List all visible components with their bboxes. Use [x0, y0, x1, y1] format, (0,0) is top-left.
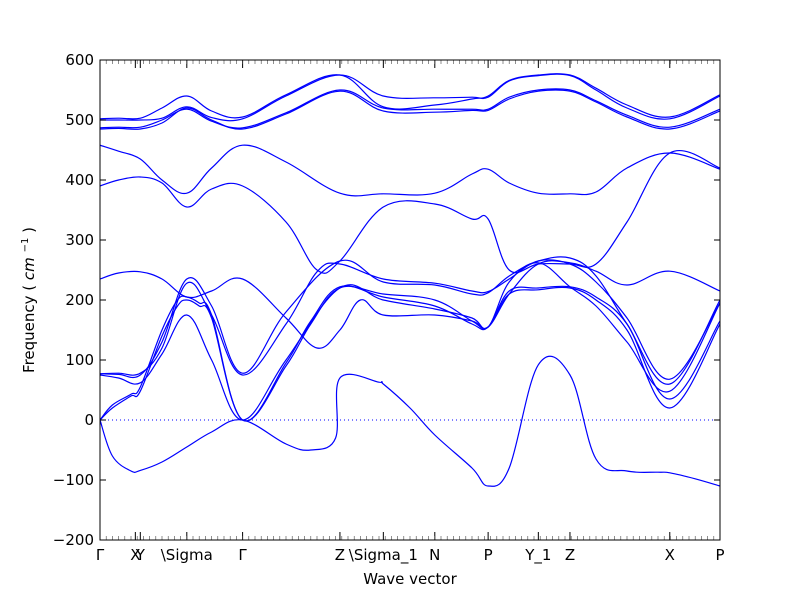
- y-tick-label: 100: [65, 351, 94, 369]
- x-tick-label-10: Y_1: [524, 546, 551, 565]
- y-tick-label: 200: [65, 291, 94, 309]
- x-tick-label-9: P: [484, 546, 493, 564]
- band-line-1: [100, 355, 720, 487]
- plot-frame: [99, 59, 721, 541]
- band-line-4: [100, 262, 720, 421]
- x-tick-label-11: Z: [565, 546, 575, 564]
- y-tick-label: −200: [53, 531, 94, 549]
- x-tick-label-1: Γ: [96, 546, 105, 564]
- y-axis-label-exp: −1: [20, 238, 31, 253]
- band-line-5: [100, 256, 720, 385]
- y-axis-label-paren-open: (: [20, 285, 38, 291]
- y-tick-label: 600: [65, 51, 94, 69]
- x-tick-label-7: \Sigma_1: [349, 546, 418, 565]
- band-line-13: [100, 73, 720, 120]
- band-line-7: [100, 260, 720, 349]
- band-line-2: [100, 285, 720, 422]
- band-line-6: [100, 259, 720, 380]
- band-line-10: [100, 89, 720, 130]
- band-line-3: [100, 285, 720, 422]
- band-line-8: [100, 150, 720, 274]
- band-line-9: [100, 144, 720, 197]
- x-tick-label-2: X: [130, 546, 140, 564]
- x-tick-label-12: X: [665, 546, 675, 564]
- y-axis-label-unit: cm: [20, 257, 38, 280]
- y-ticks-layer: −200 −100 0 100 200 300 400 500 600: [53, 51, 720, 549]
- x-tick-label-8: N: [429, 546, 440, 564]
- y-tick-label: 400: [65, 171, 94, 189]
- x-tick-label-4: \Sigma: [161, 546, 213, 564]
- x-axis-label: Wave vector: [363, 570, 457, 588]
- y-axis-label: Frequency ( cm −1 ): [14, 227, 38, 373]
- y-tick-label: 300: [65, 231, 94, 249]
- y-axis-label-paren-close: ): [20, 227, 38, 233]
- y-tick-label: −100: [53, 471, 94, 489]
- x-ticks-layer: Γ XY \Sigma Γ Z \Sigma_1 N P Y_1 Z X P: [96, 60, 725, 565]
- x-tick-label-13: P: [715, 546, 724, 564]
- band-line-11: [100, 88, 720, 129]
- band-line-12: [100, 73, 720, 122]
- x-tick-label-6: Z: [335, 546, 345, 564]
- y-tick-label: 500: [65, 111, 94, 129]
- x-tick-label-5: Γ: [238, 546, 247, 564]
- series-layer: [100, 73, 720, 487]
- x-tick-label-3: Y: [135, 546, 146, 564]
- y-tick-label: 0: [84, 411, 94, 429]
- y-axis-label-text: Frequency: [20, 295, 38, 373]
